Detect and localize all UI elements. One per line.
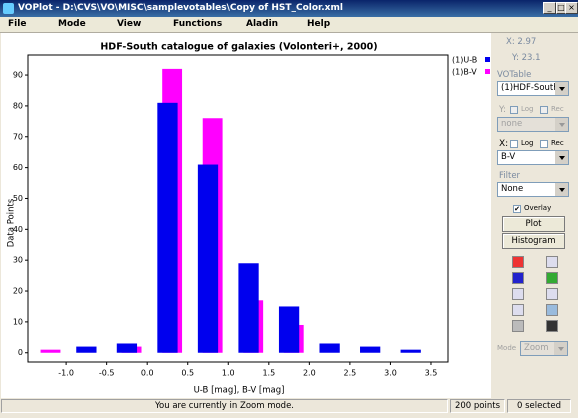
bar <box>116 343 138 353</box>
y-tick-label: 10 <box>13 317 23 326</box>
tool-icon[interactable] <box>512 304 524 316</box>
y-tick-label: 40 <box>13 225 23 234</box>
chart-title: HDF-South catalogue of galaxies (Volonte… <box>100 42 377 53</box>
x-select[interactable]: B-V <box>497 150 569 165</box>
y-readout: Y: 23.1 <box>512 53 541 63</box>
x-readout: X: 2.97 <box>506 37 537 47</box>
menu-item[interactable]: Aladin <box>246 19 279 29</box>
bar <box>157 102 178 353</box>
bar <box>238 263 259 353</box>
x-tick-label: -0.5 <box>99 369 115 378</box>
x-tick-label: 0.0 <box>141 369 154 378</box>
plot-frame <box>27 54 449 363</box>
bar <box>319 343 340 353</box>
select-text: (1)HDF-South <box>501 83 559 93</box>
chart: HDF-South catalogue of galaxies (Volonte… <box>1 33 491 398</box>
tool-icon[interactable] <box>546 320 558 332</box>
x-tick-label: -1.0 <box>58 369 74 378</box>
tool-icon <box>512 320 524 332</box>
votable-label: VOTable <box>497 70 532 80</box>
y-tick-label: 70 <box>13 132 23 141</box>
mode-label: Mode <box>497 344 517 352</box>
menu-item[interactable]: Functions <box>173 19 223 29</box>
bar <box>360 346 381 353</box>
histogram-button[interactable]: Histogram <box>502 233 565 249</box>
y-tick-label: 90 <box>13 71 23 80</box>
y-axis-field-label: Y: <box>499 105 506 115</box>
y-rec-checkbox <box>540 106 548 114</box>
menu-item[interactable]: Mode <box>58 19 86 29</box>
y-axis-label: Data Points <box>7 198 17 247</box>
select-text: none <box>501 119 523 129</box>
plot-button[interactable]: Plot <box>502 216 565 232</box>
y-select: none <box>497 117 569 132</box>
legend-label: (1)B-V <box>452 68 477 77</box>
select-text: B-V <box>501 152 516 162</box>
x-tick-label: 0.5 <box>181 369 194 378</box>
bar <box>400 349 421 353</box>
tool-icon[interactable] <box>546 256 558 268</box>
y-tick-label: 60 <box>13 163 23 172</box>
y-rec-label: Rec <box>551 105 564 113</box>
x-log-label: Log <box>521 139 534 147</box>
tool-icon[interactable] <box>546 304 558 316</box>
status-selected: 0 selected <box>507 399 571 413</box>
menu-item[interactable]: File <box>8 19 27 29</box>
x-rec-label: Rec <box>551 139 564 147</box>
y-tick-label: 0 <box>18 348 23 357</box>
menu-item[interactable]: View <box>117 19 142 29</box>
menu-item[interactable]: Help <box>307 19 331 29</box>
title-bar: VOPlot - D:\CVS\VO\MISC\samplevotables\C… <box>0 0 578 17</box>
overlay-checkbox[interactable]: ✔ <box>513 205 521 213</box>
status-message: You are currently in Zoom mode. <box>1 399 448 413</box>
bar <box>278 306 300 353</box>
x-axis-label: U-B [mag], B-V [mag] <box>194 386 285 396</box>
tool-icon[interactable] <box>512 256 524 268</box>
x-tick-label: 2.0 <box>303 369 316 378</box>
bar <box>40 349 61 353</box>
close-button[interactable]: × <box>565 2 578 14</box>
tool-icon[interactable] <box>546 288 558 300</box>
y-tick-label: 20 <box>13 287 23 296</box>
app-icon <box>3 3 14 14</box>
tool-icon[interactable] <box>512 272 524 284</box>
menu-bar: File Mode View Functions Aladin Help <box>0 17 578 33</box>
legend-label: (1)U-B <box>452 56 477 65</box>
bar <box>76 346 97 353</box>
status-points: 200 points <box>450 399 505 413</box>
x-tick-label: 2.5 <box>344 369 357 378</box>
x-axis-field-label: X: <box>499 139 509 149</box>
x-tick-label: 1.5 <box>262 369 275 378</box>
overlay-label: Overlay <box>524 204 552 212</box>
y-log-checkbox <box>510 106 518 114</box>
mode-select: Zoom <box>520 341 568 356</box>
x-rec-checkbox[interactable] <box>540 140 548 148</box>
y-tick-label: 80 <box>13 101 23 110</box>
minimize-button[interactable]: _ <box>543 2 556 14</box>
x-tick-label: 1.0 <box>222 369 235 378</box>
tool-icon[interactable] <box>546 272 558 284</box>
bar <box>197 164 219 353</box>
y-tick-label: 30 <box>13 256 23 265</box>
y-tick-label: 50 <box>13 194 23 203</box>
x-tick-label: 3.5 <box>425 369 438 378</box>
y-log-label: Log <box>521 105 534 113</box>
x-log-checkbox[interactable] <box>510 140 518 148</box>
x-tick-label: 3.0 <box>384 369 397 378</box>
filter-select[interactable]: None <box>497 182 569 197</box>
filter-label: Filter <box>499 171 521 181</box>
select-text: Zoom <box>524 343 549 353</box>
votable-select[interactable]: (1)HDF-South <box>497 81 569 96</box>
legend-swatch <box>485 57 490 62</box>
tool-icon[interactable] <box>512 288 524 300</box>
window-title: VOPlot - D:\CVS\VO\MISC\samplevotables\C… <box>18 3 343 13</box>
select-text: None <box>501 184 524 194</box>
legend-swatch <box>485 69 490 74</box>
